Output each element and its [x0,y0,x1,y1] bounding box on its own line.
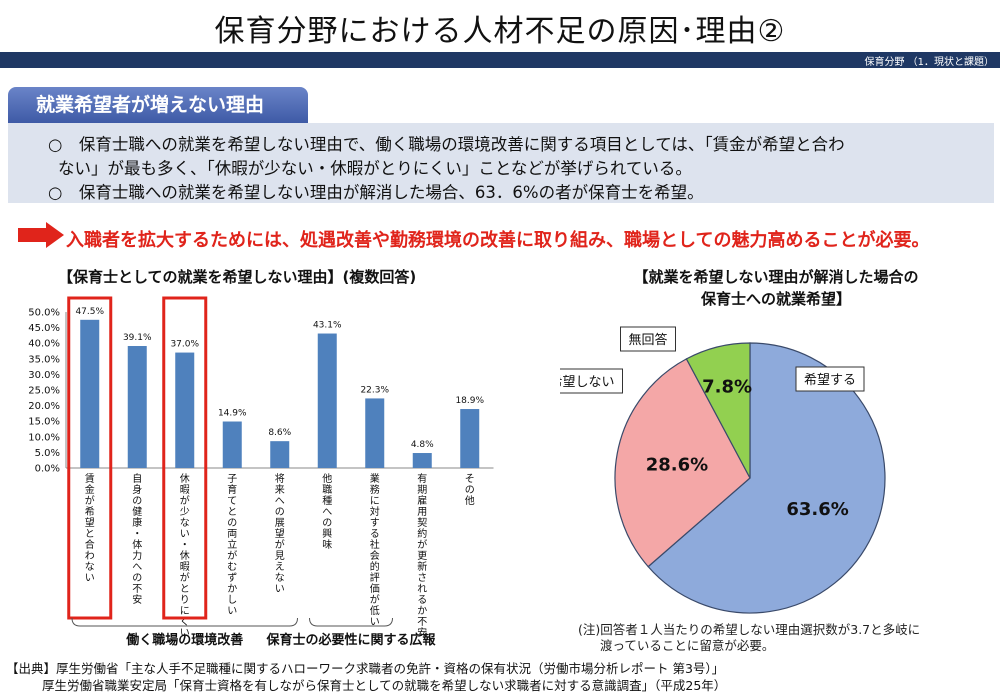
pie-label-box [560,368,623,394]
bar-value-label: 4.8% [411,440,434,450]
y-tick-label: 10.0% [28,432,60,443]
x-category-label: 有期雇用契約が更新されるか不安 [417,472,427,639]
pie-chart: 63.6% 28.6% 7.8% 希望する 希望しない 無回答 [560,326,886,614]
summary-box: ○ 保育士職への就業を希望しない理由で、働く職場の環境改善に関する項目としては、… [8,123,994,203]
group-bracket [309,617,393,627]
pie-slice-label: 希望しない [560,374,615,390]
x-category-label: その他 [465,473,475,507]
bar [317,333,337,468]
bar [412,453,432,468]
y-tick-label: 45.0% [28,323,60,334]
pie-value-label: 7.8% [702,376,752,397]
bar-value-label: 43.1% [313,321,342,331]
pie-title-line-1: 【就業を希望しない理由が解消した場合の [633,268,919,286]
pie-value-label: 28.6% [646,455,708,476]
bar-value-label: 8.6% [268,428,291,438]
bar [175,352,195,468]
x-category-label: 自身の健康・体力への不安 [132,472,142,606]
pie-slice [647,342,886,614]
bar [270,441,290,468]
x-category-label: 業務に対する社会的評価が低い [370,472,380,628]
x-category-label: 他職種への興味 [322,472,332,551]
bar-value-label: 39.1% [123,333,152,343]
note-line-1: (注)回答者１人当たりの希望しない理由選択数が3.7と多岐に [578,622,921,637]
bar-value-label: 37.0% [170,340,199,350]
bar-chart-title: 【保育士としての就業を希望しない理由】(複数回答) [58,268,417,286]
pie-label-box [795,366,865,392]
conclusion-text: 入職者を拡大するためには、処遇改善や勤務環境の改善に取り組み、職場としての魅力高… [66,230,930,251]
pie-slice [614,358,751,568]
bar-value-label: 18.9% [455,396,484,406]
page-title: 保育分野における人材不足の原因･理由② [214,14,786,49]
y-tick-label: 25.0% [28,386,60,397]
highlight-box [162,296,208,620]
group-label: 働く職場の環境改善 [125,632,243,648]
source-line-2: 厚生労働省職業安定局「保育士資格を有しながら保育士としての就職を希望しない求職者… [42,678,727,693]
bar [460,409,480,468]
summary-line-3: ○ 保育士職への就業を希望しない理由が解消した場合、63．6%の者が保育士を希望… [48,183,704,202]
y-tick-label: 15.0% [28,417,60,428]
y-tick-label: 20.0% [28,401,60,412]
header-tag: 保育分野 （1．現状と課題） [864,57,994,68]
bar-value-label: 14.9% [218,409,247,419]
x-category-label: 休暇が少ない・休暇がとりにくい [180,473,190,639]
y-tick-label: 50.0% [28,308,60,319]
note-line-2: 渡っていることに留意が必要。 [600,638,775,653]
pie-slice [685,342,751,479]
summary-line-2: ない」が最も多く、「休暇が少ない・休暇がとりにくい」ことなどが挙げられている。 [58,159,692,178]
group-bracket [71,617,298,627]
x-category-label: 賃金が希望と合わない [85,472,95,584]
note: (注)回答者１人当たりの希望しない理由選択数が3.7と多岐に 渡っていることに留… [578,622,920,654]
red-arrow-icon [18,222,64,248]
pie-value-label: 63.6% [786,499,848,520]
source-line-1: 【出典】厚生労働省「主な人手不足職種に関するハローワーク求職者の免許・資格の保有… [6,661,725,676]
bar-chart: 50.0% 45.0% 40.0% 35.0% 30.0% 25.0% 20.0% 15.0%… [28,296,494,648]
pie-label-box [620,326,676,352]
y-tick-label: 30.0% [28,370,60,381]
pie-chart-title: 【就業を希望しない理由が解消した場合の 保育士への就業希望】 [596,266,956,310]
group-label: 保育士の必要性に関する広報 [265,632,436,648]
bar [127,346,147,468]
y-tick-label: 5.0% [35,448,60,459]
y-tick-label: 35.0% [28,354,60,365]
pie-slice-label: 希望する [804,372,856,388]
bar-value-label: 22.3% [360,385,389,395]
section-label: 就業希望者が増えない理由 [8,87,308,123]
y-tick-label: 0.0% [35,464,60,475]
bar [80,319,100,468]
summary-line-1: ○ 保育士職への就業を希望しない理由で、働く職場の環境改善に関する項目としては、… [48,135,845,154]
bar-value-label: 47.5% [75,307,104,317]
pie-title-line-2: 保育士への就業希望】 [700,290,851,308]
x-category-label: 将来への展望が見えない [275,473,285,595]
highlight-box [67,296,113,620]
x-category-label: 子育てとの両立がむずかしい [227,473,237,617]
bar [365,398,385,468]
bar [222,421,242,468]
pie-slice-label: 無回答 [628,332,667,348]
y-tick-label: 40.0% [28,339,60,350]
header-bar: 保育分野 （1．現状と課題） [0,52,1000,68]
